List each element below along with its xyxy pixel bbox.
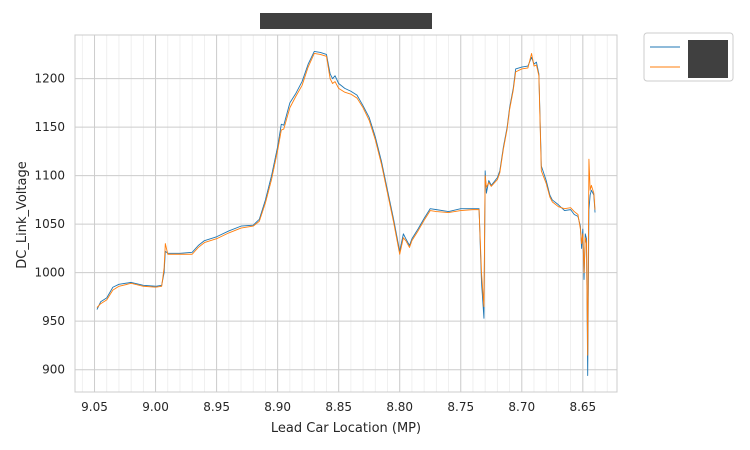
- y-tick-label: 1100: [34, 169, 65, 183]
- y-tick-label: 1200: [34, 72, 65, 86]
- series-lines: [96, 51, 596, 376]
- x-tick-label: 8.95: [203, 400, 230, 414]
- y-tick-label: 900: [42, 363, 65, 377]
- legend: [643, 32, 734, 82]
- legend-labels-redacted: [688, 40, 728, 78]
- x-tick-label: 9.05: [81, 400, 108, 414]
- y-axis-label: DC_Link_Voltage: [15, 161, 30, 268]
- y-tick-label: 1000: [34, 266, 65, 280]
- series-line-1: [96, 51, 596, 376]
- x-tick-label: 8.85: [325, 400, 352, 414]
- y-axis-ticks: 900 950 1000 1050 1100 1150 1200: [34, 72, 65, 377]
- x-tick-label: 8.90: [264, 400, 291, 414]
- plot-area-frame: [74, 34, 618, 393]
- y-tick-label: 1050: [34, 217, 65, 231]
- chart-title-redacted: [260, 13, 432, 29]
- y-tick-label: 950: [42, 314, 65, 328]
- y-tick-label: 1150: [34, 120, 65, 134]
- major-gridlines: [75, 35, 617, 392]
- x-tick-label: 8.80: [386, 400, 413, 414]
- x-tick-label: 8.65: [569, 400, 596, 414]
- x-tick-label: 8.75: [447, 400, 474, 414]
- series-line-2: [96, 52, 596, 356]
- x-tick-label: 8.70: [508, 400, 535, 414]
- x-axis-label: Lead Car Location (MP): [271, 421, 421, 436]
- x-tick-label: 9.00: [142, 400, 169, 414]
- x-axis-ticks: 9.05 9.00 8.95 8.90 8.85 8.80 8.75 8.70 8.65: [81, 400, 596, 414]
- plot-area-background: [75, 35, 617, 392]
